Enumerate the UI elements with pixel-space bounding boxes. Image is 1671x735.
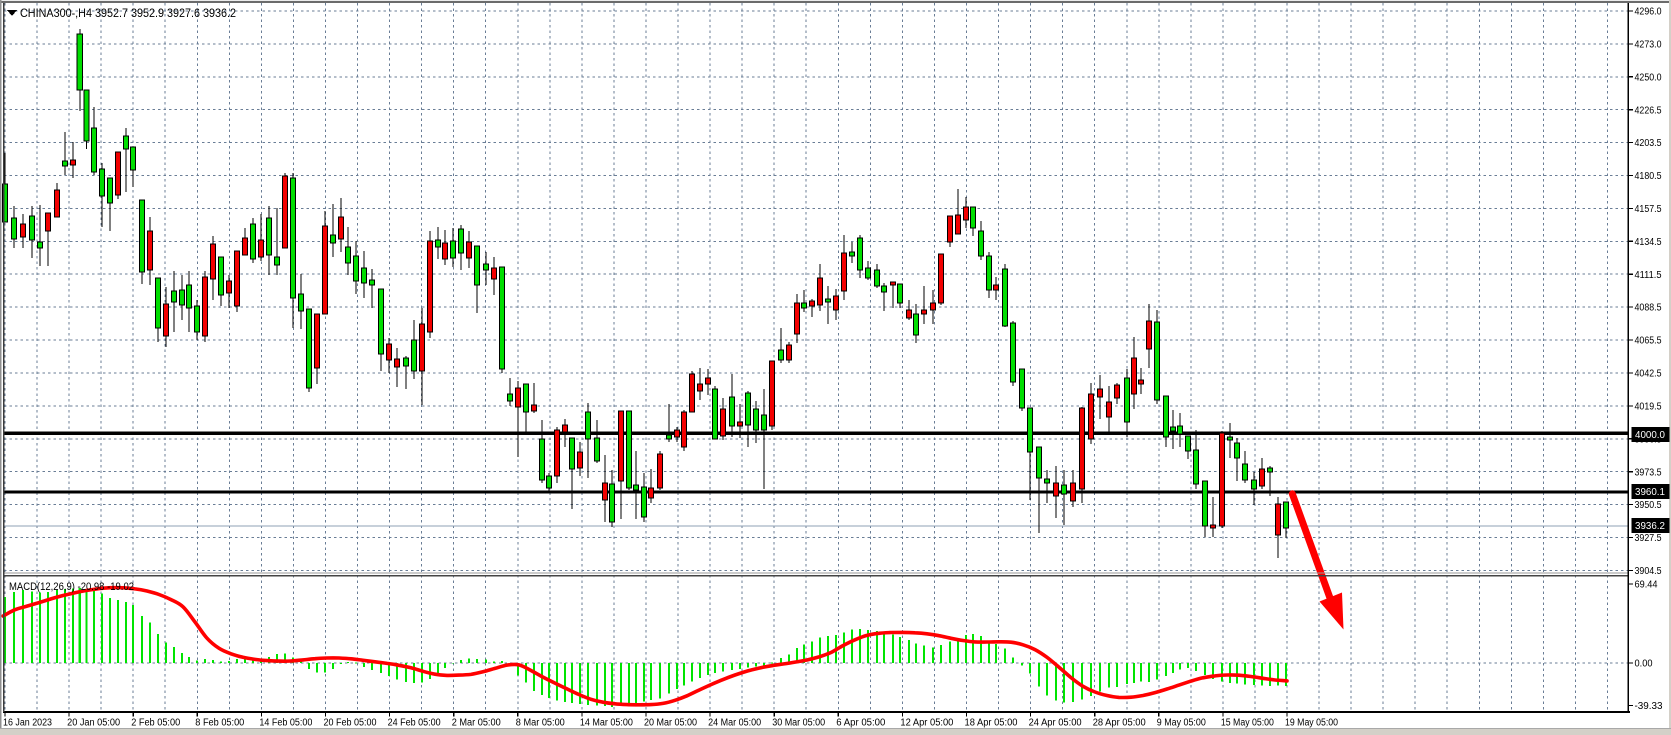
svg-text:4273.0: 4273.0 xyxy=(1635,40,1663,51)
svg-text:3936.2: 3936.2 xyxy=(1635,521,1665,532)
svg-text:14 Mar 05:00: 14 Mar 05:00 xyxy=(580,717,634,728)
svg-text:4180.5: 4180.5 xyxy=(1635,171,1662,182)
svg-text:18 Apr 05:00: 18 Apr 05:00 xyxy=(965,717,1019,728)
svg-text:4226.5: 4226.5 xyxy=(1635,105,1662,116)
svg-text:20 Mar 05:00: 20 Mar 05:00 xyxy=(644,717,698,728)
svg-text:8 Mar 05:00: 8 Mar 05:00 xyxy=(516,717,566,728)
svg-text:3950.5: 3950.5 xyxy=(1635,500,1662,511)
svg-text:4134.5: 4134.5 xyxy=(1635,237,1662,248)
svg-text:30 Mar 05:00: 30 Mar 05:00 xyxy=(772,717,826,728)
svg-text:4111.5: 4111.5 xyxy=(1635,270,1662,281)
svg-text:-39.33: -39.33 xyxy=(1635,701,1663,712)
svg-text:CHINA300-,H4 3952.7 3952.9 39: CHINA300-,H4 3952.7 3952.9 3927.6 3936.2 xyxy=(20,7,236,20)
svg-text:4088.5: 4088.5 xyxy=(1635,303,1662,314)
svg-text:4019.5: 4019.5 xyxy=(1635,402,1662,413)
svg-text:MACD(12,26,9) -20.98 -19.02: MACD(12,26,9) -20.98 -19.02 xyxy=(9,581,134,593)
svg-text:24 Apr 05:00: 24 Apr 05:00 xyxy=(1029,717,1083,728)
svg-text:4065.5: 4065.5 xyxy=(1635,336,1662,347)
svg-text:4203.5: 4203.5 xyxy=(1635,138,1662,149)
svg-text:28 Apr 05:00: 28 Apr 05:00 xyxy=(1093,717,1147,728)
svg-text:2 Mar 05:00: 2 Mar 05:00 xyxy=(452,717,502,728)
svg-text:4157.5: 4157.5 xyxy=(1635,204,1662,215)
svg-text:3973.5: 3973.5 xyxy=(1635,467,1662,478)
svg-text:2 Feb 05:00: 2 Feb 05:00 xyxy=(131,717,181,728)
svg-text:4250.0: 4250.0 xyxy=(1635,72,1663,83)
svg-text:9 May 05:00: 9 May 05:00 xyxy=(1157,717,1207,728)
svg-text:69.44: 69.44 xyxy=(1635,580,1659,591)
svg-text:4296.0: 4296.0 xyxy=(1635,7,1663,18)
svg-text:3927.5: 3927.5 xyxy=(1635,533,1662,544)
svg-text:6 Apr 05:00: 6 Apr 05:00 xyxy=(836,717,886,728)
svg-text:15 May 05:00: 15 May 05:00 xyxy=(1221,717,1275,728)
svg-text:24 Feb 05:00: 24 Feb 05:00 xyxy=(388,717,442,728)
svg-text:24 Mar 05:00: 24 Mar 05:00 xyxy=(708,717,762,728)
svg-text:16 Jan 2023: 16 Jan 2023 xyxy=(3,717,52,728)
svg-text:20 Jan 05:00: 20 Jan 05:00 xyxy=(67,717,121,728)
svg-text:8 Feb 05:00: 8 Feb 05:00 xyxy=(195,717,245,728)
svg-text:20 Feb 05:00: 20 Feb 05:00 xyxy=(324,717,378,728)
svg-text:3960.1: 3960.1 xyxy=(1635,487,1665,498)
svg-text:0.00: 0.00 xyxy=(1635,659,1654,670)
svg-text:4000.0: 4000.0 xyxy=(1635,430,1666,441)
svg-text:14 Feb 05:00: 14 Feb 05:00 xyxy=(259,717,313,728)
svg-text:19 May 05:00: 19 May 05:00 xyxy=(1285,717,1339,728)
svg-text:3904.5: 3904.5 xyxy=(1635,566,1662,577)
svg-text:12 Apr 05:00: 12 Apr 05:00 xyxy=(900,717,954,728)
svg-text:4042.5: 4042.5 xyxy=(1635,369,1662,380)
